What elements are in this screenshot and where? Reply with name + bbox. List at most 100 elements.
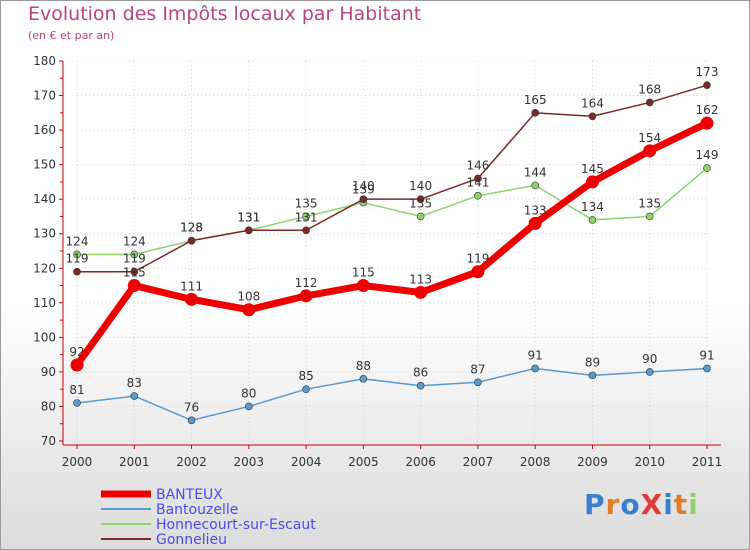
data-label: 135 <box>409 196 432 210</box>
data-label: 86 <box>413 366 428 380</box>
x-tick-label: 2006 <box>405 455 436 469</box>
data-label: 119 <box>66 252 89 266</box>
data-point <box>645 98 654 107</box>
data-point <box>359 375 368 383</box>
data-point <box>299 289 313 303</box>
data-label: 141 <box>466 176 489 190</box>
data-label: 112 <box>295 276 318 290</box>
data-label: 135 <box>295 196 318 210</box>
data-point <box>73 267 81 276</box>
x-tick-label: 2005 <box>348 455 379 469</box>
data-point <box>302 212 310 221</box>
data-label: 119 <box>123 252 146 266</box>
data-point <box>588 216 597 224</box>
data-label: 145 <box>581 162 604 176</box>
logo-letter: P <box>584 488 606 521</box>
data-label: 128 <box>180 221 203 235</box>
data-label: 88 <box>356 359 371 373</box>
chart-title: Evolution des Impôts locaux par Habitant <box>28 3 422 25</box>
logo-letter: X <box>640 488 664 521</box>
series-line-banteux <box>74 120 709 368</box>
y-tick-label: 180 <box>33 54 56 68</box>
data-label: 135 <box>638 196 661 210</box>
data-point <box>73 250 81 259</box>
data-point <box>356 279 370 293</box>
data-point <box>700 116 714 130</box>
y-tick-label: 90 <box>41 365 56 379</box>
data-point <box>130 267 139 276</box>
data-point <box>588 112 597 121</box>
data-label: 91 <box>699 348 714 362</box>
data-label: 108 <box>237 290 260 304</box>
data-point <box>531 364 539 373</box>
data-point <box>531 109 539 117</box>
data-label: 81 <box>69 383 84 397</box>
data-point <box>73 399 81 407</box>
data-point <box>474 191 482 200</box>
data-label: 115 <box>123 266 146 280</box>
data-point <box>414 285 428 299</box>
data-point <box>531 181 539 190</box>
data-label: 91 <box>528 348 543 362</box>
logo-letter: r <box>605 488 621 521</box>
y-tick-label: 110 <box>33 296 56 310</box>
legend-label: BANTEUX <box>156 487 223 503</box>
x-tick-label: 2007 <box>463 455 494 469</box>
x-tick-label: 2003 <box>234 455 265 469</box>
data-point <box>474 174 482 183</box>
chart-subtitle: (en € et par an) <box>28 29 115 42</box>
data-point <box>185 292 199 306</box>
data-label: 173 <box>696 65 719 79</box>
logo-letter: o <box>620 488 641 521</box>
data-point <box>643 144 657 158</box>
data-point <box>416 195 425 203</box>
data-label: 92 <box>69 345 84 359</box>
y-tick-label: 150 <box>33 158 56 172</box>
data-label: 164 <box>581 96 604 110</box>
data-point <box>416 381 425 390</box>
data-label: 87 <box>470 362 485 376</box>
series-line-gonnelieu <box>77 84 708 273</box>
data-label: 140 <box>409 179 432 193</box>
y-tick-label: 140 <box>33 192 56 206</box>
data-point <box>302 226 310 235</box>
data-point <box>703 164 711 172</box>
data-label: 134 <box>581 200 604 214</box>
legend-label: Gonnelieu <box>156 532 227 548</box>
legend-label: Honnecourt-sur-Escaut <box>156 517 316 533</box>
data-point <box>471 265 485 279</box>
data-label: 89 <box>585 355 600 369</box>
x-tick-label: 2000 <box>62 455 93 469</box>
data-label: 124 <box>123 234 146 248</box>
logo-letter: t <box>673 488 689 521</box>
data-label: 131 <box>237 210 260 224</box>
data-label: 149 <box>696 148 719 162</box>
data-label: 111 <box>180 279 203 293</box>
data-point <box>359 195 368 203</box>
x-tick-label: 2002 <box>176 455 207 469</box>
data-point <box>245 226 253 235</box>
data-point <box>127 279 141 293</box>
y-tick-label: 160 <box>33 123 56 137</box>
data-point <box>585 175 599 189</box>
data-point <box>130 250 139 259</box>
series-line-bantouzelle <box>76 367 708 422</box>
y-tick-label: 80 <box>41 399 56 413</box>
data-label: 139 <box>352 183 375 197</box>
x-tick-label: 2004 <box>291 455 322 469</box>
data-label: 119 <box>466 252 489 266</box>
data-label: 90 <box>642 352 657 366</box>
data-label: 85 <box>298 369 313 383</box>
legend-label: Bantouzelle <box>156 502 238 518</box>
data-label: 131 <box>295 210 318 224</box>
data-label: 80 <box>241 386 256 400</box>
series-line-honnecourt-sur-escaut <box>77 167 708 256</box>
data-label: 124 <box>66 234 89 248</box>
data-point <box>130 392 139 400</box>
x-tick-label: 2011 <box>692 455 723 469</box>
data-label: 146 <box>466 158 489 172</box>
data-point <box>416 212 425 221</box>
data-label: 154 <box>638 131 661 145</box>
